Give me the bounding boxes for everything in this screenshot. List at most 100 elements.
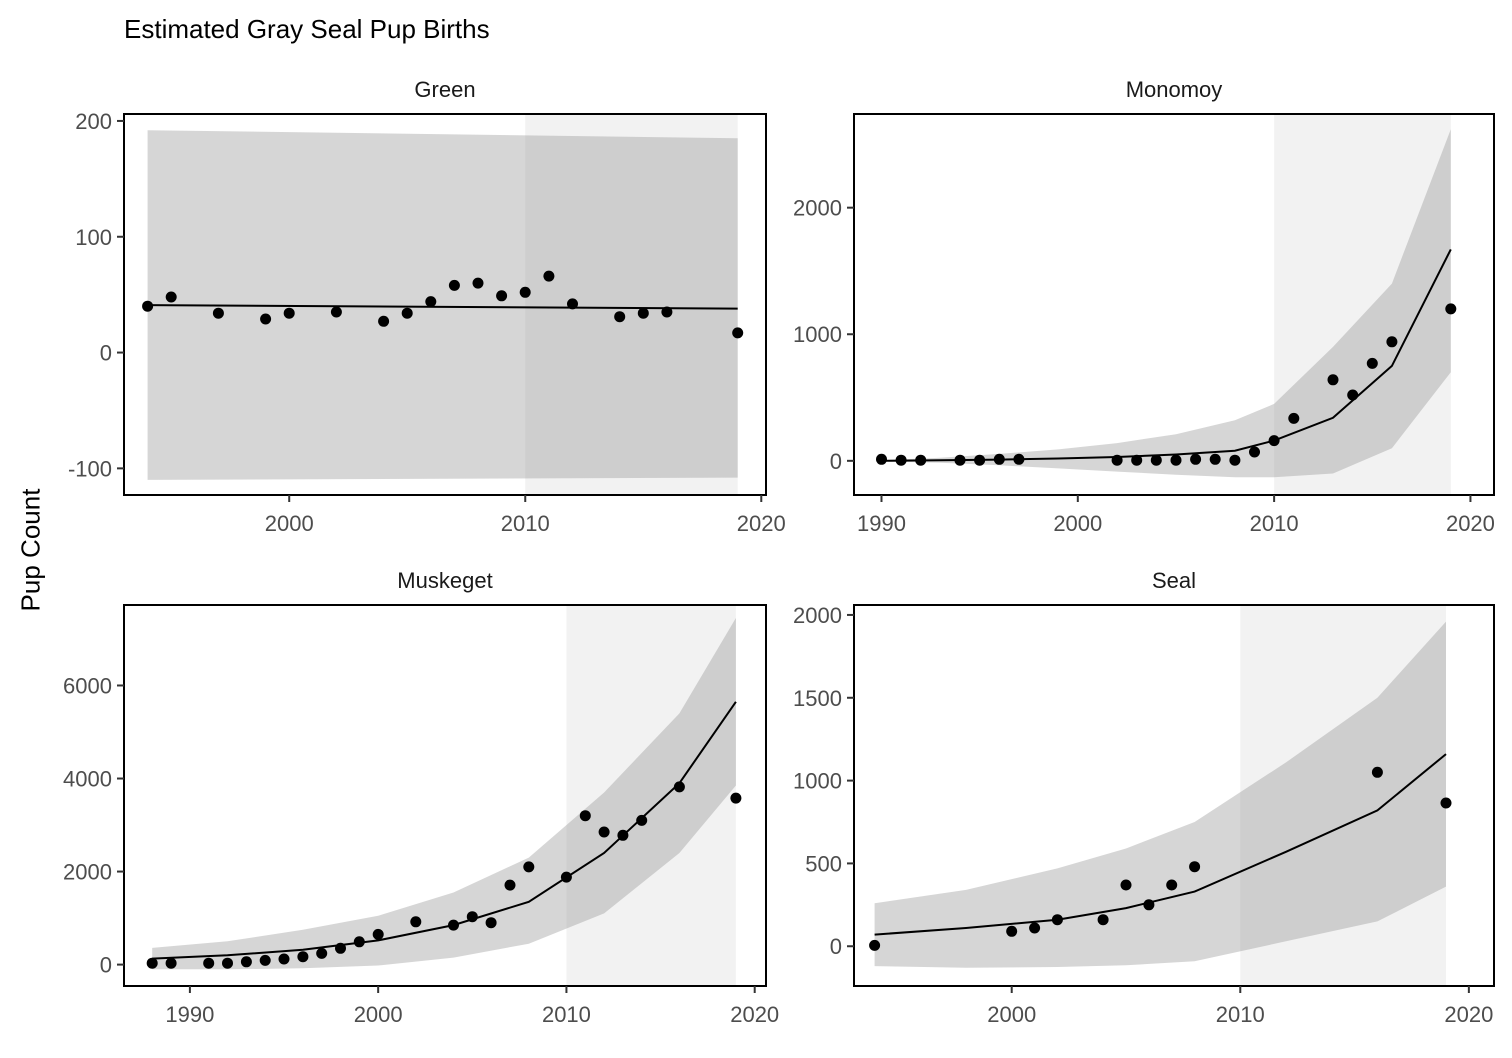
forecast-region: [525, 114, 738, 495]
data-point: [203, 957, 215, 969]
data-point: [1249, 446, 1260, 458]
data-point: [579, 810, 591, 822]
data-point: [1366, 357, 1378, 369]
y-tick-label: 0: [100, 953, 112, 978]
data-point: [1445, 303, 1457, 315]
x-tick-label: 2020: [1446, 511, 1495, 536]
data-point: [401, 307, 413, 319]
data-point: [895, 454, 907, 466]
data-point: [283, 307, 295, 319]
y-tick-label: -100: [68, 456, 112, 481]
data-point: [1013, 453, 1025, 465]
data-point: [993, 453, 1005, 465]
data-point: [1189, 861, 1201, 873]
x-tick-label: 1990: [165, 1002, 214, 1027]
data-point: [448, 279, 460, 291]
x-tick-label: 2020: [1444, 1002, 1493, 1027]
panel-seal: Seal 2000 2010 2020 0 500 1000 1500 2000: [793, 568, 1495, 1027]
data-point: [1166, 879, 1178, 891]
x-tick-label: 2010: [1216, 1002, 1265, 1027]
data-point: [353, 936, 365, 948]
x-tick-label: 2010: [501, 511, 550, 536]
panel-title: Green: [414, 77, 475, 102]
panel-title: Muskeget: [397, 568, 492, 593]
data-point: [1111, 454, 1123, 466]
y-tick-label: 100: [75, 225, 112, 250]
data-point: [378, 315, 390, 327]
data-point: [1327, 374, 1339, 386]
confidence-band: [152, 618, 736, 970]
data-point: [372, 928, 384, 940]
data-point: [1006, 925, 1018, 937]
x-tick-label: 2000: [354, 1002, 403, 1027]
panel-green: Green 2000 2010 2020 -100 0 100 200: [68, 77, 786, 536]
panel-title: Seal: [1152, 568, 1196, 593]
data-point: [222, 957, 233, 969]
y-tick-label: 1000: [793, 322, 842, 347]
data-point: [567, 298, 578, 310]
y-tick-label: 500: [805, 851, 842, 876]
data-point: [1190, 453, 1202, 465]
data-point: [1097, 914, 1109, 926]
forecast-region: [566, 605, 736, 986]
y-tick-label: 0: [830, 934, 842, 959]
data-point: [915, 454, 927, 466]
x-tick-label: 2020: [737, 511, 786, 536]
data-point: [504, 879, 516, 891]
y-tick-label: 1000: [793, 769, 842, 794]
forecast-region: [1240, 605, 1446, 986]
data-point: [142, 300, 154, 312]
panel-monomoy: Monomoy 1990 2000 2010 2020 0 1000 2000: [793, 77, 1495, 536]
data-point: [472, 277, 484, 289]
data-point: [1268, 435, 1280, 447]
panel-title: Monomoy: [1126, 77, 1223, 102]
y-tick-label: 1500: [793, 686, 842, 711]
data-point: [1440, 797, 1452, 809]
data-point: [260, 313, 272, 325]
data-point: [673, 781, 685, 793]
data-point: [1229, 454, 1241, 466]
data-point: [496, 290, 508, 302]
data-point: [1209, 453, 1221, 465]
x-tick-label: 2000: [987, 1002, 1036, 1027]
data-point: [974, 454, 986, 466]
y-tick-label: 4000: [63, 767, 112, 792]
data-point: [730, 792, 742, 804]
x-tick-label: 2000: [1053, 511, 1102, 536]
confidence-band: [874, 621, 1446, 968]
y-tick-label: 2000: [63, 860, 112, 885]
chart-title: Estimated Gray Seal Pup Births: [124, 14, 490, 44]
x-tick-label: 2000: [265, 511, 314, 536]
data-point: [1150, 454, 1162, 466]
data-point: [212, 307, 224, 319]
data-point: [1143, 899, 1155, 911]
y-tick-label: 0: [100, 341, 112, 366]
data-point: [448, 919, 459, 931]
data-point: [523, 861, 535, 873]
data-point: [543, 270, 555, 282]
data-point: [1051, 914, 1063, 926]
data-point: [519, 286, 531, 298]
data-point: [165, 291, 177, 303]
data-point: [1371, 766, 1383, 778]
data-point: [410, 916, 422, 928]
data-point: [146, 957, 158, 969]
data-point: [560, 871, 572, 883]
y-tick-label: 0: [830, 449, 842, 474]
panel-border: [123, 113, 767, 496]
data-point: [954, 454, 966, 466]
data-point: [1288, 412, 1300, 424]
data-point: [1347, 389, 1359, 401]
panel-border: [123, 604, 767, 987]
data-point: [297, 951, 309, 963]
data-point: [316, 947, 328, 959]
data-point: [1131, 454, 1143, 466]
data-point: [1170, 454, 1182, 466]
data-point: [661, 306, 673, 318]
data-point: [1386, 336, 1398, 348]
panel-border: [853, 113, 1495, 496]
forecast-region: [1274, 114, 1451, 495]
x-tick-label: 2010: [1250, 511, 1299, 536]
